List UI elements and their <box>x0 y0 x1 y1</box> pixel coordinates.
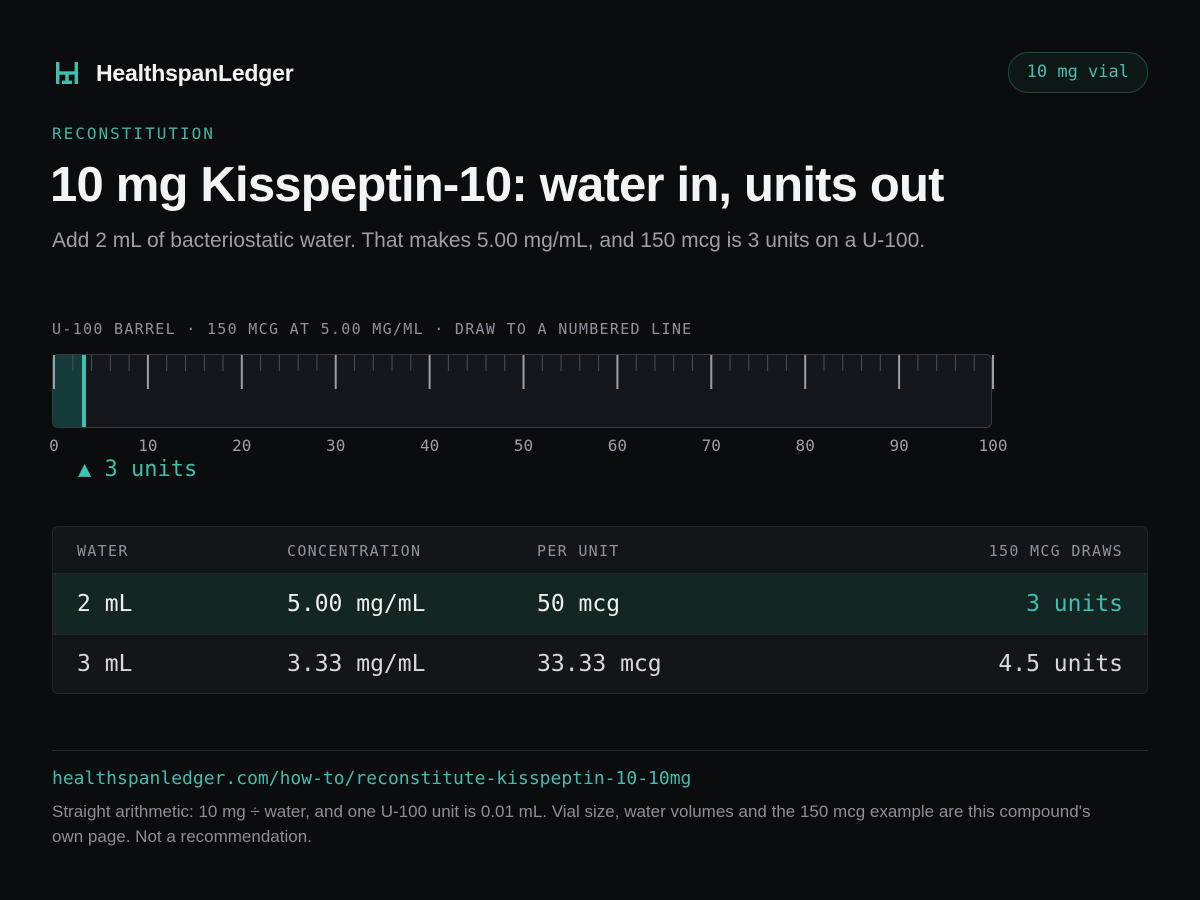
header-concentration: CONCENTRATION <box>287 542 422 560</box>
footer-disclaimer: Straight arithmetic: 10 mg ÷ water, and … <box>52 802 1091 846</box>
gauge-label: U-100 BARREL · 150 MCG AT 5.00 MG/ML · D… <box>52 320 693 338</box>
header-water: WATER <box>77 542 129 560</box>
tick-label: 50 <box>513 436 534 455</box>
cell-concentration: 3.33 mg/mL <box>287 651 426 677</box>
tick-label: 10 <box>138 436 158 455</box>
tick-label: 80 <box>795 436 815 455</box>
tick-label: 40 <box>419 436 440 455</box>
cell-draws: 4.5 units <box>998 651 1123 677</box>
page-title: 10 mg Kisspeptin-10: water in, units out <box>50 158 945 212</box>
header: HealthspanLedger 10 mg vial <box>52 52 1148 93</box>
header-per-unit: PER UNIT <box>537 542 620 560</box>
table-row-highlighted: 2 mL 5.00 mg/mL 50 mcg 3 units <box>53 574 1147 635</box>
table-header-row: WATER CONCENTRATION PER UNIT 150 MCG DRA… <box>53 527 1147 574</box>
page-subtitle: Add 2 mL of bacteriostatic water. That m… <box>52 229 926 252</box>
tick-label: 30 <box>326 436 346 455</box>
tick-label: 70 <box>701 436 721 455</box>
cell-water: 3 mL <box>77 651 133 677</box>
tick-label: 60 <box>607 436 628 455</box>
header-draws: 150 MCG DRAWS <box>988 542 1123 560</box>
cell-per-unit: 50 mcg <box>537 591 621 617</box>
footer-url-link[interactable]: healthspanledger.com/how-to/reconstitute… <box>52 768 692 789</box>
section-eyebrow: RECONSTITUTION <box>52 124 215 143</box>
table-row: 3 mL 3.33 mg/mL 33.33 mcg 4.5 units <box>53 635 1147 693</box>
cell-per-unit: 33.33 mcg <box>537 651 662 677</box>
dose-marker <box>82 355 87 427</box>
tick-label: 20 <box>232 436 252 455</box>
cell-concentration: 5.00 mg/mL <box>287 591 426 617</box>
ledger-logo-icon <box>56 62 78 84</box>
footer-divider <box>52 750 1148 751</box>
cell-draws: 3 units <box>1026 591 1123 617</box>
brand-name[interactable]: HealthspanLedger <box>96 60 294 86</box>
tick-label: 0 <box>49 436 59 455</box>
tick-label: 100 <box>978 436 1008 455</box>
barrel-fill <box>53 355 85 427</box>
syringe-barrel <box>52 354 992 428</box>
dose-pointer: ▲ 3 units <box>78 457 198 482</box>
tick-label: 90 <box>889 436 909 455</box>
dilution-table: WATER CONCENTRATION PER UNIT 150 MCG DRA… <box>52 526 1148 694</box>
cell-water: 2 mL <box>77 591 133 617</box>
vial-size-badge: 10 mg vial <box>1007 52 1148 93</box>
